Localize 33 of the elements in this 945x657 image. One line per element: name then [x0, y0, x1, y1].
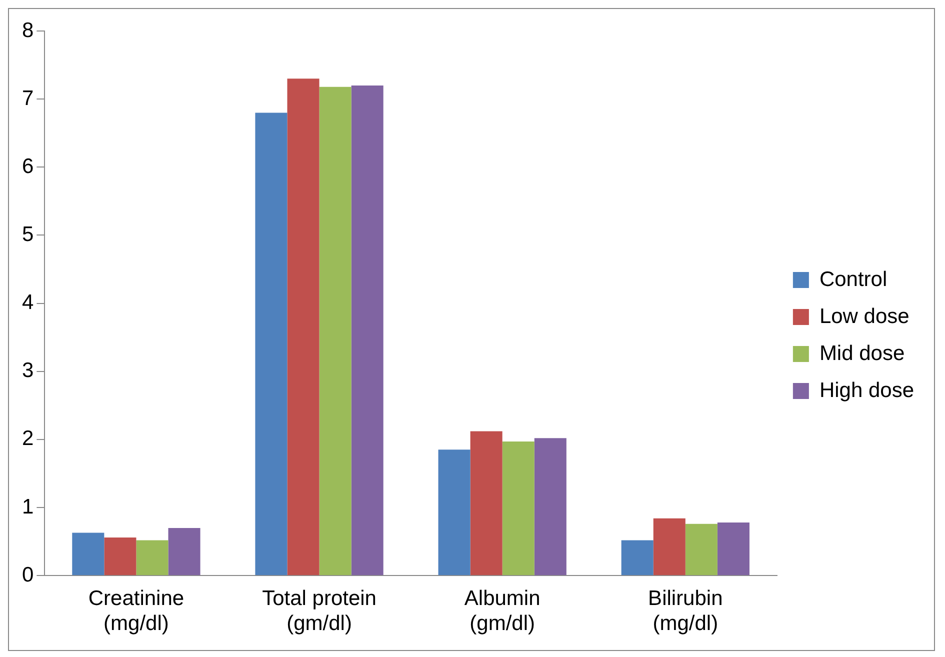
y-tick-label: 3	[22, 359, 34, 382]
legend-label: Mid dose	[819, 342, 905, 365]
legend-label: Control	[819, 268, 888, 291]
x-tick-label: Creatinine (mg/dl)	[88, 586, 184, 636]
bar	[351, 85, 384, 576]
bar	[255, 112, 288, 576]
bar	[104, 537, 136, 576]
bar	[168, 528, 200, 576]
y-tick-label: 8	[22, 18, 34, 42]
y-tick-label: 6	[22, 154, 34, 178]
legend-label: Low dose	[819, 304, 910, 328]
x-tick-label: Albumin (gm/dl)	[464, 586, 540, 636]
bar	[470, 431, 502, 576]
legend-label: High dose	[819, 378, 914, 402]
x-tick-label: Total protein (gm/dl)	[262, 586, 376, 636]
bar	[136, 540, 168, 576]
bar	[717, 522, 750, 576]
y-tick-label: 0	[22, 563, 34, 586]
bar	[502, 441, 534, 576]
bar	[438, 450, 470, 576]
bar	[72, 532, 104, 576]
bar	[621, 540, 654, 576]
bar	[653, 518, 686, 576]
y-tick-label: 1	[22, 495, 34, 518]
y-tick-label: 7	[22, 86, 34, 110]
bar	[319, 86, 352, 576]
y-tick-label: 5	[22, 223, 34, 246]
y-tick-label: 2	[22, 427, 34, 450]
x-tick-label: Bilirubin (mg/dl)	[648, 586, 723, 636]
bar	[534, 438, 566, 576]
y-tick-label: 4	[22, 291, 34, 314]
bar	[287, 78, 320, 576]
bar	[685, 524, 718, 576]
